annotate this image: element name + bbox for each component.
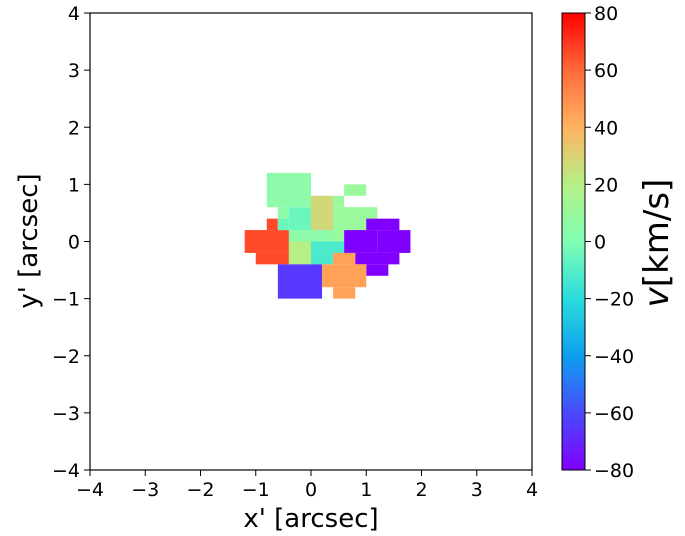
x-tick-label: 3 — [471, 479, 483, 501]
x-tick-label: 1 — [360, 479, 372, 501]
colorbar-label-unit: [km/s] — [637, 179, 677, 288]
colorbar-label: v[km/s] — [637, 179, 677, 308]
velocity-cell — [244, 230, 289, 253]
y-axis-label: y' [arcsec] — [14, 173, 44, 308]
velocity-cell — [333, 230, 345, 242]
velocity-cell — [277, 264, 323, 299]
velocity-cell — [255, 252, 289, 265]
colorbar-tick-label: −80 — [594, 460, 634, 482]
y-tick-label: 3 — [68, 60, 80, 82]
y-tick-label: −1 — [52, 289, 80, 311]
velocity-cell — [311, 252, 334, 265]
colorbar-tick-label: 80 — [594, 3, 618, 25]
velocity-cells — [244, 172, 411, 299]
y-tick-label: −4 — [52, 460, 80, 482]
x-tick-label: −4 — [76, 479, 104, 501]
colorbar-tick-label: 60 — [594, 60, 618, 82]
y-axis-ticks: −4 −3 −2 −1 0 1 2 3 4 — [52, 3, 90, 482]
colorbar-label-symbol: v — [637, 286, 677, 307]
y-tick-label: −2 — [52, 346, 80, 368]
x-tick-label: −2 — [186, 479, 214, 501]
velocity-cell — [322, 264, 367, 288]
colorbar-tick-label: −60 — [594, 403, 634, 425]
velocity-cell — [344, 230, 378, 253]
colorbar-tick-label: 20 — [594, 174, 618, 196]
y-tick-label: 1 — [68, 174, 80, 196]
x-tick-label: 2 — [415, 479, 427, 501]
y-tick-label: 4 — [68, 3, 80, 25]
velocity-cell — [277, 207, 289, 219]
velocity-cell — [288, 230, 311, 242]
velocity-cell — [277, 218, 289, 231]
velocity-cell — [377, 230, 411, 253]
y-tick-label: −3 — [52, 403, 80, 425]
velocity-cell — [366, 218, 400, 231]
colorbar-tick-label: −40 — [594, 346, 634, 368]
velocity-cell — [311, 230, 334, 242]
colorbar-ticks: −80 −60 −40 −20 0 20 40 60 80 — [585, 3, 634, 482]
velocity-cell — [366, 264, 389, 276]
velocity-cell — [311, 241, 345, 253]
velocity-cell — [355, 252, 400, 265]
velocity-cell — [333, 195, 345, 208]
velocity-cell — [333, 252, 356, 265]
x-tick-label: −3 — [131, 479, 159, 501]
x-tick-label: 0 — [305, 479, 317, 501]
velocity-cell — [288, 207, 311, 231]
y-tick-label: 2 — [68, 117, 80, 139]
velocity-cell — [266, 172, 311, 208]
velocity-cell — [266, 218, 278, 231]
x-axis-ticks: −4 −3 −2 −1 0 1 2 3 4 — [76, 470, 538, 501]
velocity-cell — [344, 184, 367, 196]
colorbar-tick-label: 0 — [594, 232, 606, 254]
x-tick-label: −1 — [242, 479, 270, 501]
x-tick-label: 4 — [526, 479, 538, 501]
x-axis-label: x' [arcsec] — [243, 504, 378, 534]
colorbar — [561, 12, 586, 471]
velocity-cell — [288, 241, 311, 265]
velocity-cell — [333, 287, 356, 299]
colorbar-tick-label: −20 — [594, 289, 634, 311]
velocity-cell — [311, 195, 334, 231]
colorbar-tick-label: 40 — [594, 117, 618, 139]
y-tick-label: 0 — [68, 232, 80, 254]
